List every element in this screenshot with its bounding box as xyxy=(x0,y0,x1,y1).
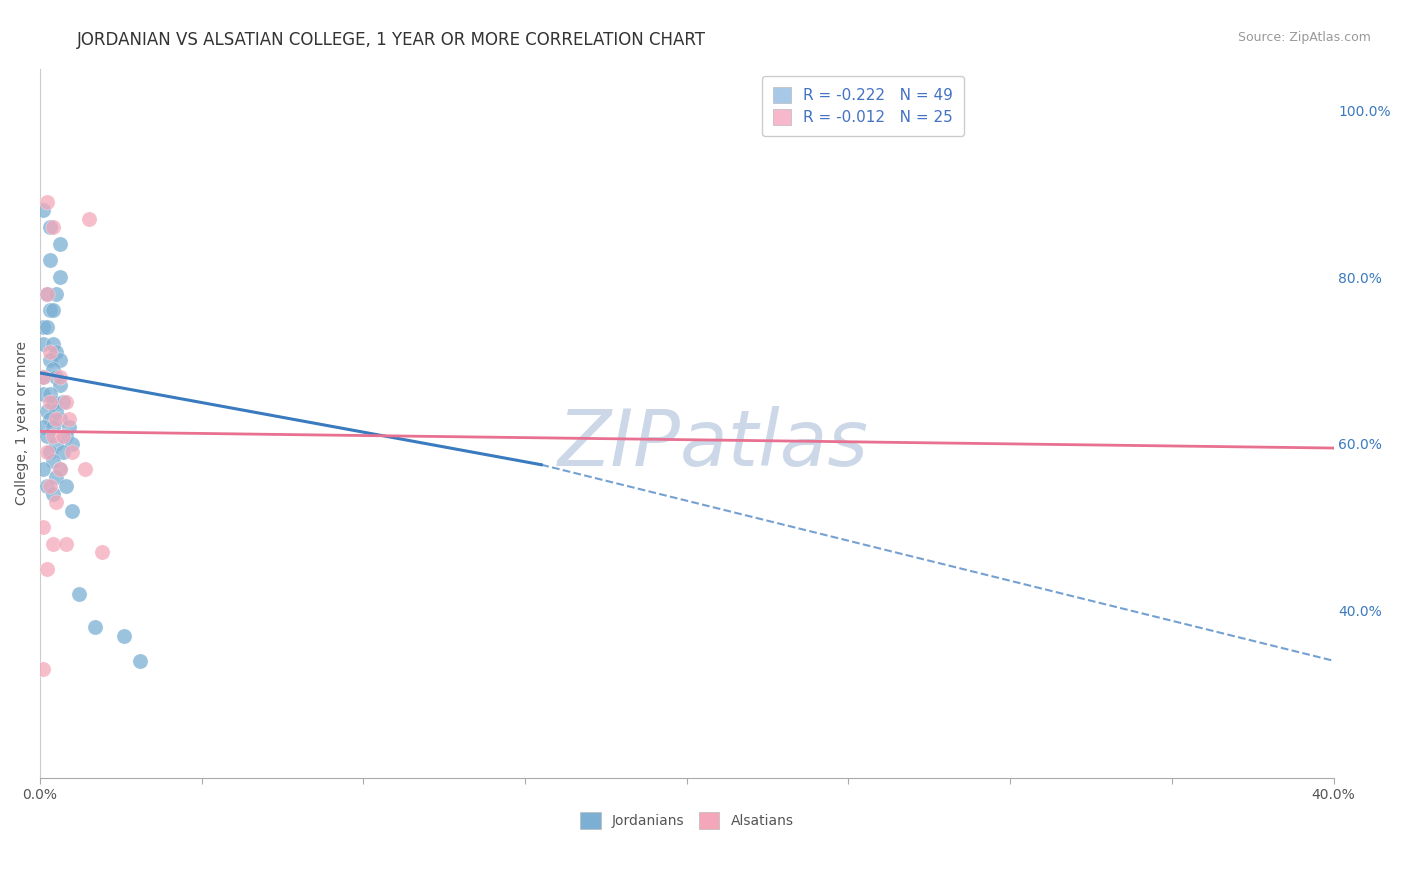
Point xyxy=(129,654,152,668)
Point xyxy=(42,420,65,434)
Point xyxy=(55,428,77,442)
Point xyxy=(48,236,70,251)
Point xyxy=(62,503,84,517)
Point xyxy=(48,378,70,392)
Point xyxy=(38,253,60,268)
Point xyxy=(38,445,60,459)
Point xyxy=(62,445,84,459)
Point xyxy=(55,395,77,409)
Point xyxy=(52,445,75,459)
Point xyxy=(42,361,65,376)
Point xyxy=(38,353,60,368)
Point xyxy=(32,336,55,351)
Point xyxy=(42,537,65,551)
Text: JORDANIAN VS ALSATIAN COLLEGE, 1 YEAR OR MORE CORRELATION CHART: JORDANIAN VS ALSATIAN COLLEGE, 1 YEAR OR… xyxy=(77,31,706,49)
Point xyxy=(35,320,58,334)
Point xyxy=(48,462,70,476)
Point xyxy=(48,462,70,476)
Point xyxy=(45,495,67,509)
Point xyxy=(62,437,84,451)
Point xyxy=(48,370,70,384)
Point xyxy=(90,545,112,559)
Point xyxy=(84,620,107,634)
Point xyxy=(77,211,100,226)
Point xyxy=(52,428,75,442)
Point xyxy=(38,219,60,234)
Point xyxy=(38,412,60,426)
Point xyxy=(32,203,55,218)
Point xyxy=(32,370,55,384)
Point xyxy=(42,428,65,442)
Point xyxy=(35,286,58,301)
Text: ZIPatlas: ZIPatlas xyxy=(557,406,868,483)
Point xyxy=(55,537,77,551)
Legend: Jordanians, Alsatians: Jordanians, Alsatians xyxy=(575,806,799,834)
Point xyxy=(45,345,67,359)
Point xyxy=(67,587,90,601)
Text: Source: ZipAtlas.com: Source: ZipAtlas.com xyxy=(1237,31,1371,45)
Point xyxy=(42,453,65,467)
Point xyxy=(42,487,65,501)
Point xyxy=(38,478,60,492)
Point xyxy=(42,336,65,351)
Point xyxy=(35,428,58,442)
Point xyxy=(35,286,58,301)
Point xyxy=(32,420,55,434)
Point xyxy=(45,286,67,301)
Point xyxy=(42,303,65,318)
Point xyxy=(48,353,70,368)
Point xyxy=(45,412,67,426)
Point xyxy=(35,403,58,417)
Point xyxy=(32,370,55,384)
Point xyxy=(55,478,77,492)
Point xyxy=(32,320,55,334)
Point xyxy=(32,462,55,476)
Point xyxy=(45,470,67,484)
Point xyxy=(52,395,75,409)
Point xyxy=(112,629,135,643)
Point xyxy=(38,303,60,318)
Y-axis label: College, 1 year or more: College, 1 year or more xyxy=(15,341,30,505)
Point xyxy=(38,387,60,401)
Point xyxy=(32,387,55,401)
Point xyxy=(48,270,70,285)
Point xyxy=(32,662,55,676)
Point xyxy=(32,520,55,534)
Point xyxy=(38,395,60,409)
Point xyxy=(45,403,67,417)
Point xyxy=(35,562,58,576)
Point xyxy=(38,345,60,359)
Point xyxy=(35,478,58,492)
Point xyxy=(42,219,65,234)
Point xyxy=(48,412,70,426)
Point xyxy=(75,462,97,476)
Point xyxy=(42,395,65,409)
Point xyxy=(58,420,80,434)
Point xyxy=(35,194,58,209)
Point xyxy=(45,437,67,451)
Point xyxy=(58,412,80,426)
Point xyxy=(35,445,58,459)
Point xyxy=(45,370,67,384)
